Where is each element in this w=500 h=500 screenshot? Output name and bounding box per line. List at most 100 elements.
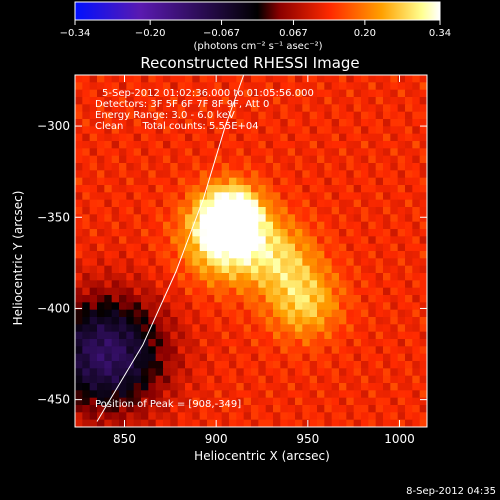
- heatmap-cell: [199, 199, 208, 208]
- heatmap-cell: [185, 163, 193, 171]
- heatmap-cell: [243, 302, 252, 311]
- heatmap-cell: [243, 148, 252, 157]
- heatmap-cell: [221, 412, 230, 421]
- heatmap-cell: [317, 155, 325, 164]
- heatmap-cell: [251, 75, 259, 83]
- heatmap-cell: [324, 133, 333, 142]
- heatmap-cell: [390, 309, 399, 318]
- heatmap-cell: [243, 75, 252, 83]
- heatmap-cell: [126, 419, 135, 427]
- heatmap-cell: [111, 133, 120, 142]
- heatmap-cell: [302, 339, 311, 347]
- heatmap-cell: [251, 104, 259, 113]
- heatmap-cell: [199, 126, 208, 135]
- heatmap-cell: [265, 324, 274, 333]
- heatmap-cell: [75, 243, 83, 252]
- heatmap-cell: [317, 302, 325, 311]
- heatmap-cell: [368, 302, 377, 311]
- heatmap-cell: [133, 97, 142, 105]
- heatmap-cell: [324, 251, 333, 259]
- heatmap-cell: [302, 185, 311, 193]
- heatmap-cell: [346, 251, 355, 259]
- heatmap-cell: [192, 302, 201, 311]
- heatmap-cell: [317, 339, 325, 347]
- heatmap-cell: [207, 405, 215, 413]
- heatmap-cell: [287, 97, 296, 105]
- heatmap-cell: [104, 287, 113, 296]
- heatmap-cell: [412, 126, 421, 135]
- heatmap-cell: [353, 251, 362, 259]
- heatmap-cell: [419, 119, 427, 127]
- heatmap-cell: [368, 148, 377, 157]
- heatmap-cell: [207, 104, 215, 113]
- heatmap-cell: [280, 309, 289, 318]
- heatmap-cell: [390, 317, 399, 325]
- heatmap-cell: [339, 361, 347, 369]
- heatmap-cell: [199, 412, 208, 421]
- heatmap-cell: [119, 295, 127, 303]
- heatmap-cell: [119, 339, 127, 347]
- heatmap-cell: [302, 397, 311, 406]
- heatmap-cell: [126, 185, 135, 193]
- heatmap-cell: [229, 177, 237, 186]
- heatmap-cell: [141, 383, 149, 391]
- heatmap-cell: [177, 331, 186, 340]
- heatmap-cell: [397, 141, 406, 149]
- heatmap-cell: [258, 302, 267, 311]
- heatmap-cell: [214, 170, 223, 179]
- heatmap-cell: [192, 119, 201, 127]
- heatmap-cell: [104, 170, 113, 179]
- heatmap-cell: [251, 419, 259, 427]
- heatmap-cell: [170, 163, 179, 171]
- heatmap-cell: [397, 163, 406, 171]
- heatmap-cell: [419, 258, 427, 267]
- heatmap-cell: [97, 192, 105, 201]
- heatmap-cell: [221, 177, 230, 186]
- heatmap-cell: [155, 119, 164, 127]
- heatmap-cell: [339, 177, 347, 186]
- heatmap-cell: [390, 295, 399, 303]
- heatmap-cell: [207, 229, 215, 237]
- heatmap-cell: [163, 419, 171, 427]
- heatmap-cell: [346, 309, 355, 318]
- heatmap-cell: [97, 207, 105, 215]
- heatmap-cell: [309, 368, 318, 377]
- heatmap-cell: [331, 273, 340, 281]
- heatmap-cell: [383, 280, 391, 289]
- heatmap-cell: [258, 287, 267, 296]
- heatmap-cell: [273, 309, 281, 318]
- heatmap-cell: [368, 75, 377, 83]
- heatmap-cell: [141, 170, 149, 179]
- heatmap-cell: [375, 295, 384, 303]
- heatmap-cell: [214, 185, 223, 193]
- heatmap-cell: [141, 192, 149, 201]
- heatmap-cell: [258, 258, 267, 267]
- heatmap-cell: [339, 126, 347, 135]
- heatmap-cell: [324, 383, 333, 391]
- heatmap-cell: [192, 185, 201, 193]
- heatmap-cell: [229, 163, 237, 171]
- heatmap-cell: [236, 317, 245, 325]
- heatmap-cell: [177, 390, 186, 399]
- heatmap-cell: [97, 89, 105, 98]
- heatmap-cell: [199, 170, 208, 179]
- heatmap-cell: [199, 317, 208, 325]
- heatmap-cell: [383, 287, 391, 296]
- heatmap-cell: [214, 251, 223, 259]
- heatmap-cell: [339, 309, 347, 318]
- heatmap-cell: [302, 302, 311, 311]
- heatmap-cell: [383, 141, 391, 149]
- heatmap-cell: [390, 97, 399, 105]
- heatmap-cell: [207, 419, 215, 427]
- heatmap-cell: [287, 324, 296, 333]
- colorbar-tick-label: 0.34: [429, 28, 451, 39]
- heatmap-cell: [302, 258, 311, 267]
- heatmap-cell: [383, 412, 391, 421]
- heatmap-cell: [89, 302, 98, 311]
- heatmap-cell: [324, 287, 333, 296]
- heatmap-cell: [82, 309, 91, 318]
- heatmap-cell: [287, 119, 296, 127]
- heatmap-cell: [265, 236, 274, 245]
- heatmap-cell: [148, 309, 157, 318]
- heatmap-cell: [133, 177, 142, 186]
